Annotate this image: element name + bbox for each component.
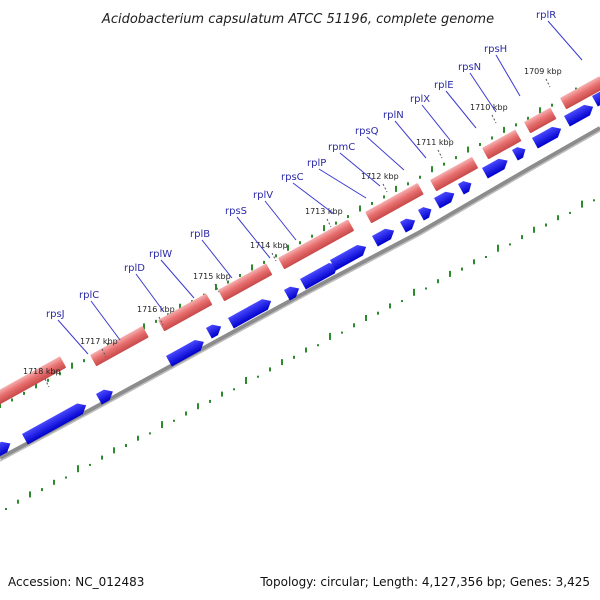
forward-gene-block (0, 356, 66, 407)
kbp-tick-label: 1716 kbp (137, 305, 175, 314)
forward-gene-block (90, 326, 149, 367)
accession-label: Accession: NC_012483 (8, 575, 144, 589)
kbp-tick-mark (545, 78, 551, 88)
reverse-gene-arrow (532, 126, 562, 149)
reverse-gene-arrow (166, 340, 204, 367)
genome-title: Acidobacterium capsulatum ATCC 51196, co… (101, 12, 494, 27)
gc-skew-inner-ticks (5, 199, 595, 510)
forward-strand-track (0, 76, 600, 407)
gene-label: rplC (79, 290, 99, 301)
gene-label-connector (495, 54, 521, 97)
forward-gene-block (560, 76, 600, 110)
gene-label-connector (90, 300, 121, 341)
reverse-gene-arrow (330, 244, 367, 271)
reverse-gene-arrow (96, 389, 113, 405)
reverse-gene-arrow (458, 181, 472, 195)
gene-label: rpsN (458, 62, 481, 73)
reverse-gene-arrow (434, 191, 455, 209)
gene-label: rpsC (281, 172, 304, 183)
kbp-tick-mark (437, 149, 443, 159)
reverse-gene-arrow (284, 286, 300, 301)
forward-gene-block (524, 107, 557, 134)
gene-label-connector (292, 182, 335, 215)
kbp-tick-mark (214, 283, 220, 293)
gene-label-connector (135, 273, 165, 313)
gene-label: rplN (383, 110, 404, 121)
reverse-gene-arrow (372, 228, 395, 247)
gene-label-connector (160, 259, 195, 299)
kbp-scale: 1709 kbp 1710 kbp 1711 kbp 1712 kbp 1713 kbp… (23, 67, 562, 388)
forward-gene-block (365, 183, 424, 224)
gc-skew-outer-ticks (0, 77, 600, 408)
kbp-tick-label: 1715 kbp (193, 272, 231, 281)
forward-gene-block (482, 129, 522, 160)
gene-label: rpsJ (46, 309, 65, 320)
reverse-gene-arrow (564, 104, 594, 127)
kbp-tick-label: 1709 kbp (524, 67, 562, 76)
kbp-tick-label: 1714 kbp (250, 241, 288, 250)
kbp-tick-label: 1711 kbp (416, 138, 454, 147)
gene-label: rplR (536, 10, 556, 21)
reverse-gene-arrow (228, 299, 272, 329)
gene-label-connector (366, 136, 405, 171)
forward-gene-block (278, 219, 354, 270)
forward-gene-block (158, 293, 213, 332)
kbp-tick-mark (44, 378, 50, 388)
reverse-gene-arrow (418, 207, 432, 221)
kbp-tick-mark (382, 183, 388, 193)
reverse-gene-arrow (512, 147, 526, 161)
reverse-gene-arrow (400, 218, 416, 233)
gene-label-connector (57, 319, 89, 355)
kbp-tick-mark (491, 114, 497, 124)
gene-label: rplB (190, 229, 210, 240)
kbp-tick-mark (271, 252, 277, 262)
reverse-gene-arrow (482, 158, 508, 179)
reverse-gene-arrow (206, 324, 222, 339)
gene-label: rplP (307, 158, 326, 169)
reverse-gene-arrow (0, 441, 11, 459)
reverse-gene-arrow (592, 89, 600, 107)
kbp-tick-mark (101, 348, 107, 358)
gene-label-connector (469, 72, 497, 113)
gene-label-connector (339, 152, 381, 187)
forward-gene-block (430, 157, 478, 192)
gene-label: rplD (124, 263, 145, 274)
kbp-tick-label: 1717 kbp (80, 337, 118, 346)
gene-label-connector (264, 200, 297, 241)
kbp-tick-mark (158, 316, 164, 326)
gene-label-connector (445, 90, 477, 129)
gene-label-connector (318, 168, 367, 199)
gene-label-connector (236, 216, 271, 259)
kbp-tick-label: 1718 kbp (23, 367, 61, 376)
gene-label: rplE (434, 80, 454, 91)
forward-gene-block (218, 263, 273, 302)
gene-label: rplV (253, 190, 273, 201)
kbp-tick-label: 1712 kbp (361, 172, 399, 181)
topology-label: Topology: circular; Length: 4,127,356 bp… (259, 575, 590, 589)
gene-label-connector (201, 239, 233, 279)
gene-label: rpmC (328, 142, 355, 153)
reverse-strand-track (0, 89, 600, 459)
gene-label: rpsQ (355, 126, 379, 137)
gene-label-connector (547, 20, 583, 61)
gene-label-connector (421, 104, 451, 141)
gene-label: rpsS (225, 206, 247, 217)
gene-label: rpsH (484, 44, 507, 55)
gene-label: rplW (149, 249, 172, 260)
kbp-tick-mark (326, 218, 332, 228)
reverse-gene-arrow (22, 403, 87, 445)
kbp-tick-label: 1713 kbp (305, 207, 343, 216)
backbone-shadow (0, 130, 600, 462)
backbone-line (0, 126, 600, 460)
kbp-tick-label: 1710 kbp (470, 103, 508, 112)
reverse-gene-arrow (300, 263, 338, 290)
gene-label: rplX (410, 94, 430, 105)
gene-label-connector (394, 120, 427, 159)
